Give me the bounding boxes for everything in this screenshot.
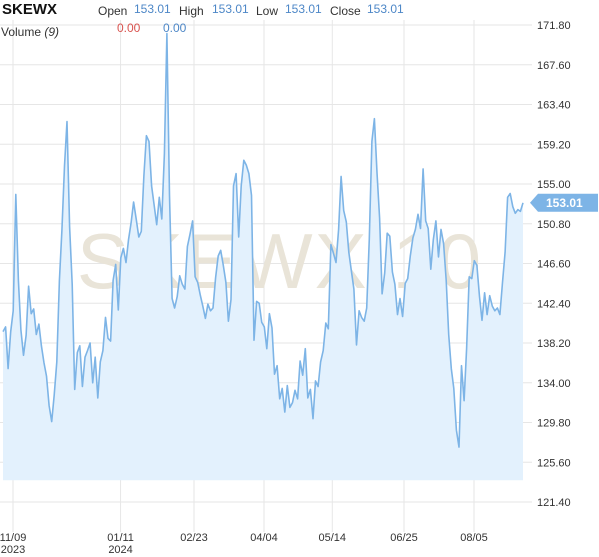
x-tick-label: 01/11 xyxy=(107,532,134,544)
y-tick-label: 142.40 xyxy=(537,298,571,310)
low-value: 153.01 xyxy=(285,2,322,16)
close-label: Close xyxy=(330,4,361,18)
close-value: 153.01 xyxy=(367,2,404,16)
y-tick-label: 167.60 xyxy=(537,60,571,72)
price-series-line xyxy=(2,32,524,448)
last-price-badge: 153.01 xyxy=(530,193,598,212)
symbol-title: SKEWX xyxy=(2,1,58,18)
x-tick-label: 06/25 xyxy=(390,532,418,544)
y-tick-label: 129.80 xyxy=(537,418,571,430)
y-axis: 171.80 167.60 163.40 159.20 155.00 150.80 146.… xyxy=(537,20,571,509)
high-value: 153.01 xyxy=(212,2,249,16)
volume-label: Volume (9) xyxy=(1,25,59,39)
y-tick-label: 171.80 xyxy=(537,20,571,32)
y-tick-label: 134.00 xyxy=(537,378,571,390)
y-tick-label: 159.20 xyxy=(537,139,571,151)
y-tick-label: 146.60 xyxy=(537,259,571,271)
x-tick-label: 08/05 xyxy=(460,532,488,544)
y-tick-label: 121.40 xyxy=(537,497,571,509)
y-tick-label: 163.40 xyxy=(537,100,571,112)
y-tick-label: 138.20 xyxy=(537,338,571,350)
y-tick-label: 155.00 xyxy=(537,179,571,191)
y-tick-label: 125.60 xyxy=(537,457,571,469)
low-label: Low xyxy=(256,4,279,18)
last-price-badge-shape xyxy=(530,193,598,212)
y-tick-label: 150.80 xyxy=(537,219,571,231)
volume-value-2: 0.00 xyxy=(163,21,187,35)
price-area-fill xyxy=(3,33,523,481)
x-tick-label: 04/04 xyxy=(250,532,278,544)
x-tick-year: 2023 xyxy=(1,544,25,556)
x-tick-label: 11/09 xyxy=(0,532,26,544)
open-label: Open xyxy=(98,4,128,18)
volume-value-1: 0.00 xyxy=(117,21,141,35)
high-label: High xyxy=(179,4,204,18)
volume-label-text: Volume xyxy=(1,25,42,39)
x-tick-year: 2024 xyxy=(108,544,132,556)
volume-period: (9) xyxy=(44,25,60,39)
x-tick-label: 05/14 xyxy=(319,532,347,544)
x-tick-label: 02/23 xyxy=(180,532,208,544)
open-value: 153.01 xyxy=(134,2,171,16)
last-price-label: 153.01 xyxy=(546,196,583,210)
